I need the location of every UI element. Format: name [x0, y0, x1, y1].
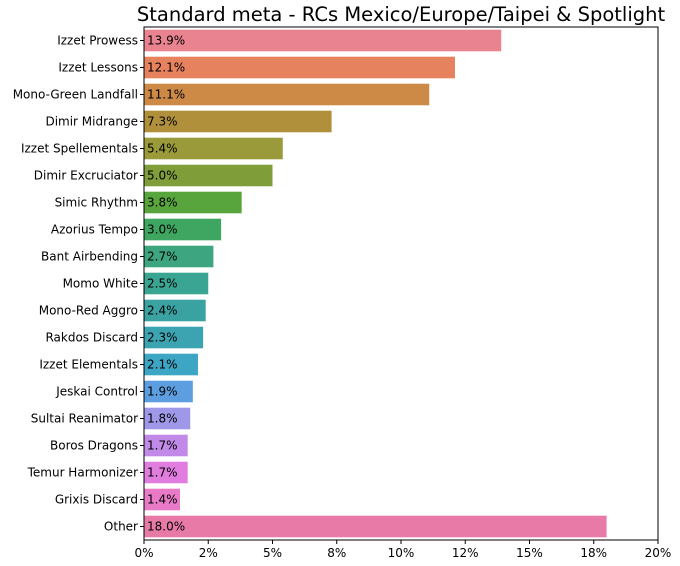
category-label: Bant Airbending — [41, 250, 138, 264]
bar — [144, 434, 188, 457]
category-label: Izzet Elementals — [39, 358, 138, 372]
bar — [144, 326, 204, 349]
bar — [144, 110, 332, 133]
category-label: Mono-Green Landfall — [13, 88, 138, 102]
bar — [144, 83, 430, 106]
data-label: 2.5% — [147, 277, 178, 291]
bar — [144, 29, 502, 52]
data-label: 3.0% — [147, 223, 178, 237]
category-label: Sultai Reanimator — [31, 412, 138, 426]
bar — [144, 218, 222, 241]
bar — [144, 488, 180, 511]
data-label: 3.8% — [147, 196, 178, 210]
data-label: 1.7% — [147, 466, 178, 480]
category-label: Izzet Prowess — [57, 34, 138, 48]
x-tick-label: 10% — [388, 546, 415, 560]
data-labels: 13.9% 12.1% 11.1% 7.3% 5.4% 5.0% 3.8% 3.0% 2.7% 2… — [147, 34, 185, 534]
category-label: Azorius Tempo — [51, 223, 138, 237]
bar — [144, 56, 455, 79]
bar — [144, 461, 188, 484]
data-label: 11.1% — [147, 88, 185, 102]
category-label: Simic Rhythm — [55, 196, 138, 210]
x-tick-label: 2% — [199, 546, 218, 560]
x-tick-label: 0% — [134, 546, 153, 560]
category-label: Rakdos Discard — [45, 331, 138, 345]
bar — [144, 164, 273, 187]
data-label: 2.4% — [147, 304, 178, 318]
bar — [144, 515, 607, 538]
category-label: Other — [104, 520, 138, 534]
x-axis-ticks: 0% 2% 5% 8% 10% 12% 15% 18% 20% — [134, 540, 671, 560]
bar — [144, 299, 206, 322]
category-label: Grixis Discard — [55, 493, 138, 507]
x-tick-label: 15% — [516, 546, 543, 560]
data-label: 5.4% — [147, 142, 178, 156]
data-label: 7.3% — [147, 115, 178, 129]
data-label: 2.7% — [147, 250, 178, 264]
category-label: Dimir Excruciator — [34, 169, 138, 183]
bar — [144, 272, 209, 295]
x-tick-label: 18% — [580, 546, 607, 560]
data-label: 1.8% — [147, 412, 178, 426]
bars-group — [144, 29, 607, 538]
data-label: 2.1% — [147, 358, 178, 372]
bar — [144, 380, 193, 403]
bar — [144, 191, 242, 214]
category-label: Temur Harmonizer — [27, 466, 138, 480]
data-label: 5.0% — [147, 169, 178, 183]
bar — [144, 407, 191, 430]
category-label: Boros Dragons — [50, 439, 138, 453]
category-label: Dimir Midrange — [45, 115, 138, 129]
data-label: 13.9% — [147, 34, 185, 48]
category-label: Jeskai Control — [55, 385, 138, 399]
plot-frame — [143, 26, 659, 541]
x-tick-label: 12% — [452, 546, 479, 560]
data-label: 12.1% — [147, 61, 185, 75]
x-tick-label: 5% — [263, 546, 282, 560]
bar — [144, 353, 198, 376]
data-label: 2.3% — [147, 331, 178, 345]
x-tick-label: 20% — [645, 546, 672, 560]
category-label: Mono-Red Aggro — [39, 304, 138, 318]
bar — [144, 245, 214, 268]
bar — [144, 137, 283, 160]
data-label: 1.9% — [147, 385, 178, 399]
data-label: 1.4% — [147, 493, 178, 507]
data-label: 1.7% — [147, 439, 178, 453]
category-label: Izzet Lessons — [58, 61, 138, 75]
data-label: 18.0% — [147, 520, 185, 534]
category-label: Momo White — [63, 277, 138, 291]
chart-title: Standard meta - RCs Mexico/Europe/Taipei… — [137, 3, 666, 26]
category-label: Izzet Spellementals — [21, 142, 138, 156]
x-tick-label: 8% — [327, 546, 346, 560]
category-labels: Izzet Prowess Izzet Lessons Mono-Green Lan… — [13, 34, 144, 534]
